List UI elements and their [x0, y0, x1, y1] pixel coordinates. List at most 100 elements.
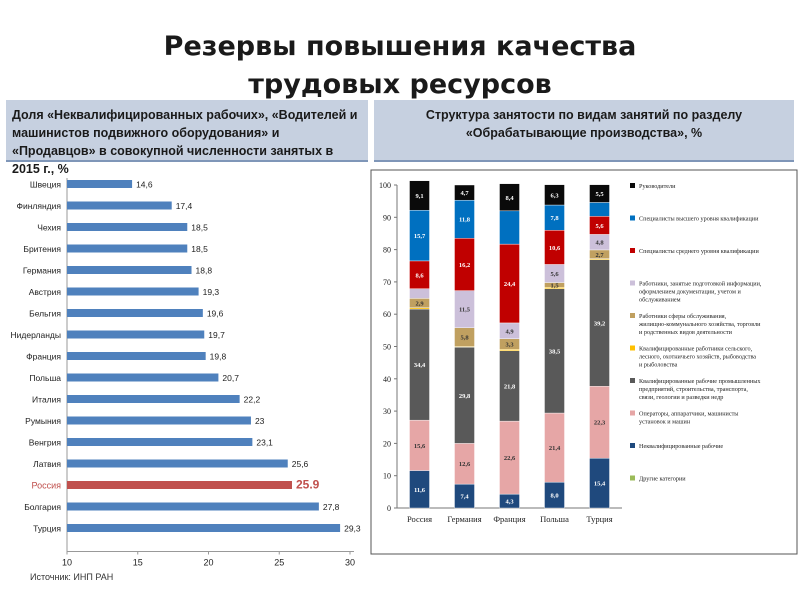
left-bar: [67, 459, 288, 468]
right-chart-header: Структура занятости по видам занятий по …: [374, 100, 794, 162]
right-stacked-segment: [544, 184, 565, 206]
left-category-label: Россия: [31, 481, 61, 491]
right-chart-frame: [370, 169, 798, 555]
left-category-label: Венгрия: [29, 438, 62, 448]
right-segment-label: 24,4: [504, 281, 516, 288]
right-segment-label: 4,8: [595, 240, 604, 247]
left-value-label: 19,6: [207, 309, 224, 319]
right-segment-label: 3,3: [505, 342, 514, 349]
right-stacked-segment: [589, 202, 610, 217]
left-x-tick-label: 15: [133, 558, 143, 568]
right-segment-label: 39,2: [594, 320, 605, 327]
left-category-label: Бритения: [23, 244, 61, 254]
right-category-label: Германия: [447, 514, 481, 524]
left-category-label: Латвия: [33, 459, 61, 469]
right-y-tick-label: 70: [383, 278, 391, 287]
left-value-label: 18,5: [191, 223, 208, 233]
right-segment-label: 16,2: [459, 262, 470, 269]
right-legend-label: Операторы, аппаратчики, машинисты установ…: [639, 411, 739, 426]
right-y-tick-label: 60: [383, 310, 391, 319]
right-segment-label: 11,8: [459, 217, 471, 224]
left-category-label: Финляндия: [17, 201, 62, 211]
left-bar: [67, 416, 251, 425]
right-segment-label: 11,6: [414, 487, 426, 494]
left-value-label: 19,7: [208, 330, 225, 340]
left-bar: [67, 244, 188, 253]
right-segment-label: 7,4: [460, 494, 469, 501]
right-legend-swatch: [630, 410, 635, 416]
left-value-label: 14,6: [136, 180, 153, 190]
left-value-label: 20,7: [222, 373, 239, 383]
right-legend-label: Специалисты высшего уровня квалификации: [639, 216, 759, 223]
right-y-tick-label: 20: [383, 439, 391, 448]
right-segment-label: 9,1: [415, 193, 423, 200]
left-category-label: Франция: [26, 352, 61, 362]
right-segment-label: 5,5: [595, 191, 604, 198]
left-category-label: Нидерланды: [11, 330, 61, 340]
right-y-tick-label: 0: [387, 504, 391, 513]
left-category-label: Чехия: [37, 223, 61, 233]
right-category-label: Франция: [493, 514, 525, 524]
left-bar: [67, 266, 192, 274]
left-value-label: 25.9: [296, 478, 320, 492]
right-segment-label: 6,3: [550, 192, 559, 199]
right-legend-swatch: [630, 345, 635, 351]
left-category-label: Болгария: [24, 502, 61, 512]
right-legend-swatch: [630, 313, 635, 318]
left-x-tick-label: 25: [274, 558, 284, 568]
right-segment-label: 8,0: [550, 493, 558, 500]
left-x-tick-label: 20: [203, 558, 213, 568]
left-bar: [67, 438, 253, 446]
right-segment-label: 10,6: [549, 245, 561, 252]
right-segment-label: 11,5: [459, 307, 471, 314]
left-value-label: 19,3: [203, 287, 220, 297]
left-bar: [67, 524, 341, 532]
right-segment-label: 4,3: [505, 499, 514, 506]
right-segment-label: 15,4: [594, 481, 606, 488]
source-note: Источник: ИНП РАН: [30, 572, 114, 582]
left-value-label: 17,4: [176, 201, 193, 211]
right-segment-label: 4,7: [460, 190, 469, 197]
left-category-label: Германия: [23, 266, 62, 276]
left-value-label: 18,5: [191, 244, 208, 254]
right-segment-label: 8,6: [415, 272, 424, 279]
right-category-label: Польша: [540, 514, 569, 524]
left-bar: [67, 287, 199, 296]
right-segment-label: 38,5: [549, 348, 561, 355]
left-x-tick-label: 30: [345, 558, 355, 568]
right-legend-swatch: [630, 475, 635, 481]
right-segment-label: 1,5: [550, 282, 559, 289]
left-value-label: 25,6: [292, 459, 309, 469]
right-y-tick-label: 30: [383, 407, 391, 416]
right-stacked-segment: [499, 210, 520, 245]
left-bar: [67, 481, 292, 489]
right-segment-label: 21,4: [549, 445, 561, 452]
left-bar: [67, 201, 172, 210]
right-category-label: Россия: [407, 514, 432, 524]
right-segment-label: 5,6: [595, 223, 604, 230]
right-stacked-segment: [589, 184, 610, 203]
left-category-label: Швеция: [30, 180, 62, 190]
right-segment-label: 15,6: [414, 443, 426, 450]
left-bar: [67, 330, 205, 339]
left-chart-header: Доля «Неквалифицированных рабочих», «Вод…: [6, 100, 368, 176]
right-y-tick-label: 80: [383, 246, 391, 255]
left-bar: [67, 352, 206, 360]
right-legend-label: Специалисты среднего уровня квалификации: [639, 248, 759, 255]
left-category-label: Австрия: [29, 287, 62, 297]
left-value-label: 27,8: [323, 502, 340, 512]
right-legend-label: Неквалифицированные рабочие: [639, 443, 723, 450]
right-category-label: Турция: [586, 514, 612, 524]
left-value-label: 18,8: [196, 266, 213, 276]
left-x-tick-label: 10: [62, 558, 72, 568]
right-legend-label: Квалифицированные работники сельского, ле…: [639, 346, 756, 369]
right-legend-label: Руководители: [639, 183, 676, 190]
title-line-1: Резервы повышения качества: [163, 31, 637, 62]
right-stacked-segment: [454, 184, 475, 201]
slide-title: Резервы повышения качества трудовых ресу…: [0, 28, 800, 104]
left-value-label: 23: [255, 416, 265, 426]
right-y-tick-label: 40: [383, 375, 391, 384]
right-y-tick-label: 50: [383, 343, 391, 352]
